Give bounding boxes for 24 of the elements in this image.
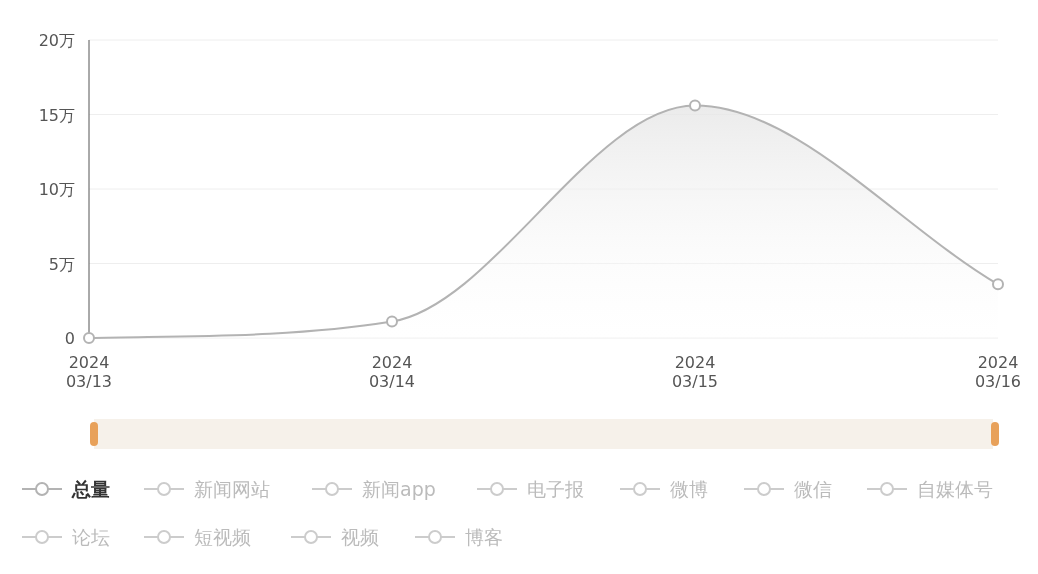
x-tick-label: 2024 03/16 (974, 353, 1022, 391)
legend-label: 新闻网站 (194, 478, 270, 500)
legend-label: 论坛 (72, 526, 110, 548)
x-tick-label: 2024 03/14 (368, 353, 416, 391)
legend-label: 总量 (71, 478, 110, 500)
legend-label: 微信 (794, 478, 832, 500)
y-tick-label: 5万 (48, 254, 75, 274)
point (386, 315, 398, 328)
legend-label: 博客 (465, 526, 503, 548)
legend-label: 电子报 (527, 478, 584, 500)
point (83, 332, 95, 344)
point (992, 278, 1004, 291)
point (689, 99, 701, 112)
legend-label: 短视频 (194, 526, 251, 548)
y-tick-label: 20万 (38, 31, 75, 50)
legend-label: 视频 (341, 526, 379, 548)
legend-label: 自媒体号 (917, 478, 993, 500)
y-tick-label: 0 (64, 329, 75, 348)
x-tick-label: 2024 03/13 (65, 353, 113, 391)
y-tick-label: 10万 (38, 180, 75, 199)
legend-label: 新闻app (362, 478, 436, 500)
x-tick-label: 2024 03/15 (671, 353, 719, 391)
y-tick-label: 15万 (38, 105, 75, 125)
legend-label: 微博 (670, 478, 708, 500)
